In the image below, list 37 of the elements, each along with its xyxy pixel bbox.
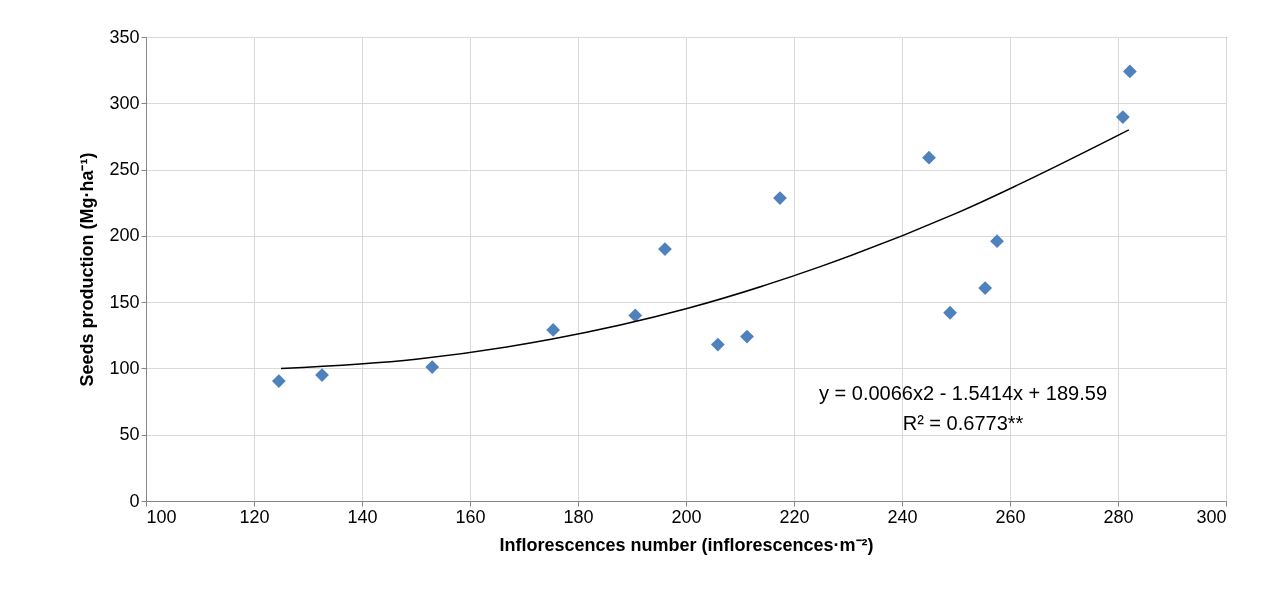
x-tick-label: 140 bbox=[347, 506, 378, 527]
point bbox=[978, 281, 993, 295]
point bbox=[546, 323, 561, 337]
y-tick-label: 250 bbox=[109, 159, 140, 180]
x-tick-label: 100 bbox=[146, 506, 177, 527]
x-axis-title: Inflorescences number (inflorescences·m⁻²) bbox=[499, 534, 874, 555]
point bbox=[943, 305, 957, 320]
y-tick-label: 300 bbox=[109, 92, 140, 113]
y-tick-label: 350 bbox=[109, 26, 140, 47]
x-tick-label: 120 bbox=[239, 506, 270, 527]
annotation: R² = 0.6773** bbox=[902, 412, 1024, 434]
x-tick-label: 260 bbox=[995, 506, 1026, 527]
x-tick-label: 220 bbox=[779, 506, 810, 527]
y-tick-label: 0 bbox=[129, 490, 140, 511]
y-tick-label: 100 bbox=[109, 357, 140, 378]
x-tick-label: 300 bbox=[1196, 506, 1227, 527]
x-tick-label: 280 bbox=[1103, 506, 1134, 527]
point bbox=[425, 360, 440, 374]
line-series bbox=[280, 129, 1130, 370]
x-tick-label: 160 bbox=[455, 506, 486, 527]
point bbox=[658, 242, 672, 257]
point bbox=[740, 329, 754, 344]
point bbox=[1115, 110, 1130, 124]
y-axis-title: Seeds production (Mg·ha⁻¹) bbox=[77, 152, 98, 387]
x-tick-label: 180 bbox=[563, 506, 594, 527]
y-tick-label: 50 bbox=[119, 424, 140, 445]
x-tick-label: 200 bbox=[671, 506, 702, 527]
y-tick-label: 150 bbox=[109, 291, 140, 312]
point bbox=[1122, 64, 1137, 79]
point bbox=[710, 337, 725, 352]
point bbox=[990, 234, 1004, 249]
point bbox=[628, 308, 643, 323]
point bbox=[271, 374, 286, 388]
point bbox=[922, 150, 936, 165]
x-tick-label: 240 bbox=[887, 506, 918, 527]
y-tick-label: 200 bbox=[109, 225, 140, 246]
annotation: y = 0.0066x2 - 1.5414x + 189.59 bbox=[819, 382, 1107, 404]
